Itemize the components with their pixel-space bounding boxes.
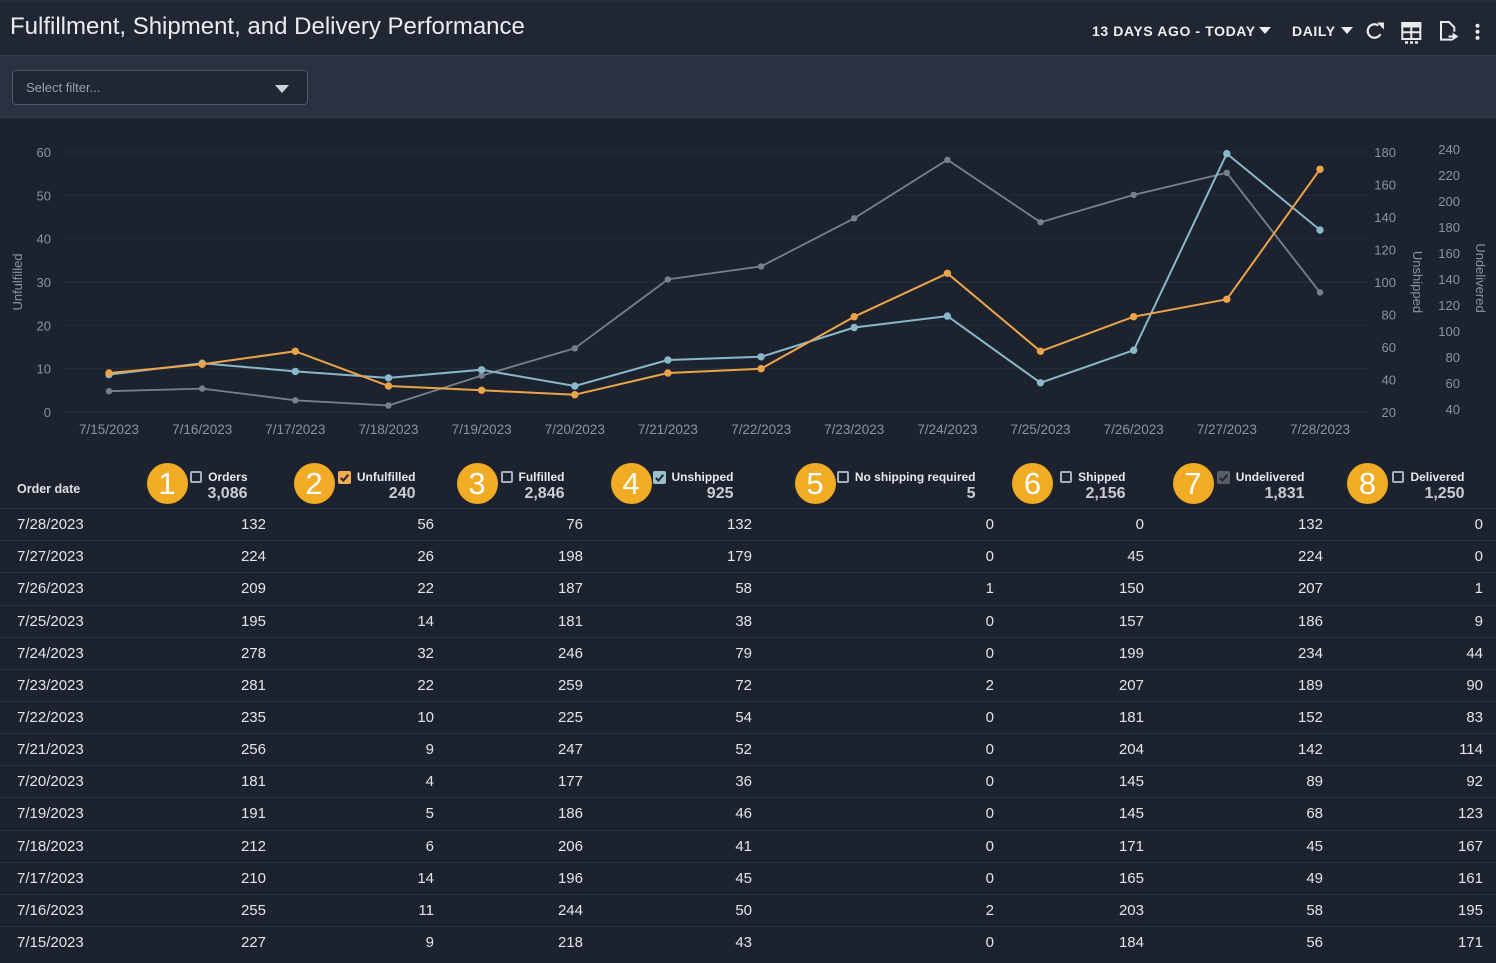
svg-text:120: 120 — [1374, 243, 1396, 258]
svg-text:140: 140 — [1438, 272, 1460, 287]
svg-text:60: 60 — [1382, 340, 1396, 355]
svg-text:220: 220 — [1438, 168, 1460, 183]
svg-text:7/22/2023: 7/22/2023 — [731, 422, 791, 437]
svg-text:7/15/2023: 7/15/2023 — [79, 422, 139, 437]
svg-text:240: 240 — [1438, 142, 1460, 157]
svg-text:7/16/2023: 7/16/2023 — [172, 422, 232, 437]
svg-text:7/20/2023: 7/20/2023 — [545, 422, 605, 437]
svg-text:160: 160 — [1374, 178, 1396, 193]
svg-text:7/28/2023: 7/28/2023 — [1290, 422, 1350, 437]
svg-text:30: 30 — [37, 275, 51, 290]
svg-text:80: 80 — [1382, 308, 1396, 323]
svg-text:50: 50 — [37, 188, 51, 203]
svg-text:140: 140 — [1374, 210, 1396, 225]
svg-text:80: 80 — [1446, 350, 1460, 365]
svg-text:7/19/2023: 7/19/2023 — [452, 422, 512, 437]
svg-text:60: 60 — [1446, 376, 1460, 391]
svg-text:7/21/2023: 7/21/2023 — [638, 422, 698, 437]
svg-text:0: 0 — [44, 405, 51, 420]
svg-text:100: 100 — [1374, 275, 1396, 290]
svg-text:40: 40 — [1382, 373, 1396, 388]
svg-text:200: 200 — [1438, 194, 1460, 209]
svg-text:7/27/2023: 7/27/2023 — [1197, 422, 1257, 437]
svg-text:160: 160 — [1438, 246, 1460, 261]
svg-text:7/18/2023: 7/18/2023 — [358, 422, 418, 437]
svg-text:10: 10 — [37, 362, 51, 377]
svg-text:40: 40 — [37, 232, 51, 247]
svg-text:40: 40 — [1446, 402, 1460, 417]
svg-text:7/25/2023: 7/25/2023 — [1010, 422, 1070, 437]
svg-text:7/24/2023: 7/24/2023 — [917, 422, 977, 437]
svg-text:20: 20 — [1382, 405, 1396, 420]
svg-text:100: 100 — [1438, 324, 1460, 339]
svg-text:7/23/2023: 7/23/2023 — [824, 422, 884, 437]
svg-text:60: 60 — [37, 145, 51, 160]
svg-text:Unshipped: Unshipped — [1410, 251, 1425, 313]
svg-text:120: 120 — [1438, 298, 1460, 313]
svg-text:Unfulfilled: Unfulfilled — [10, 253, 25, 310]
svg-text:180: 180 — [1438, 220, 1460, 235]
svg-text:180: 180 — [1374, 145, 1396, 160]
svg-text:7/26/2023: 7/26/2023 — [1104, 422, 1164, 437]
svg-text:7/17/2023: 7/17/2023 — [265, 422, 325, 437]
svg-text:Undelivered: Undelivered — [1473, 243, 1488, 312]
svg-text:20: 20 — [37, 318, 51, 333]
